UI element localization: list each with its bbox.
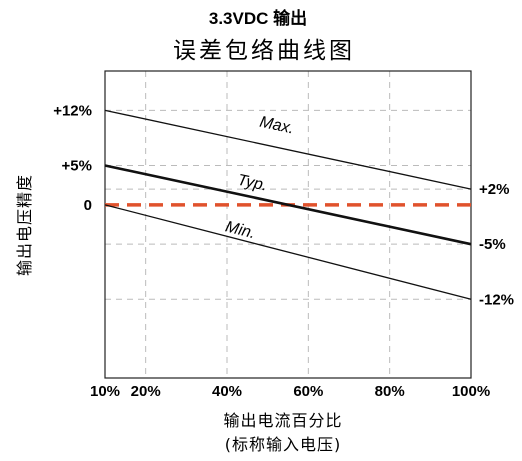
x-axis-sublabel: (标称输入电压) [225,435,342,454]
ticks-layer: 10% 20% 40% 60% 80% 100% +12% +5% 0 +2% -5% -12% [53,102,514,400]
series-layer: Max. Typ. Min. [104,109,472,300]
y-tick-label-left: 0 [84,197,92,214]
x-tick-label: 80% [375,383,405,400]
series-line-min [104,204,472,300]
y-tick-label-right: -5% [479,236,506,253]
chart-title: 3.3VDC 输出 [209,8,307,28]
plot-frame [104,70,472,379]
y-tick-label-left: +12% [53,102,92,119]
x-tick-label: 10% [90,383,120,400]
x-tick-label: 60% [293,383,323,400]
x-tick-label: 20% [131,383,161,400]
series-label-typ: Typ. [236,172,269,195]
chart-subtitle: 误差包络曲线图 [173,38,355,64]
series-line-max [104,109,472,190]
x-tick-label: 100% [452,383,490,400]
grid [105,71,471,378]
y-tick-label-right: -12% [479,291,514,308]
series-label-max: Max. [258,114,295,138]
y-tick-label-left: +5% [62,157,92,174]
y-tick-label-right: +2% [479,181,509,198]
series-label-min: Min. [224,218,258,242]
x-tick-label: 40% [212,383,242,400]
series-line-typ [104,164,472,246]
y-axis-label: 输出电压精度 [15,174,34,276]
x-axis-label: 输出电流百分比 [223,411,342,430]
